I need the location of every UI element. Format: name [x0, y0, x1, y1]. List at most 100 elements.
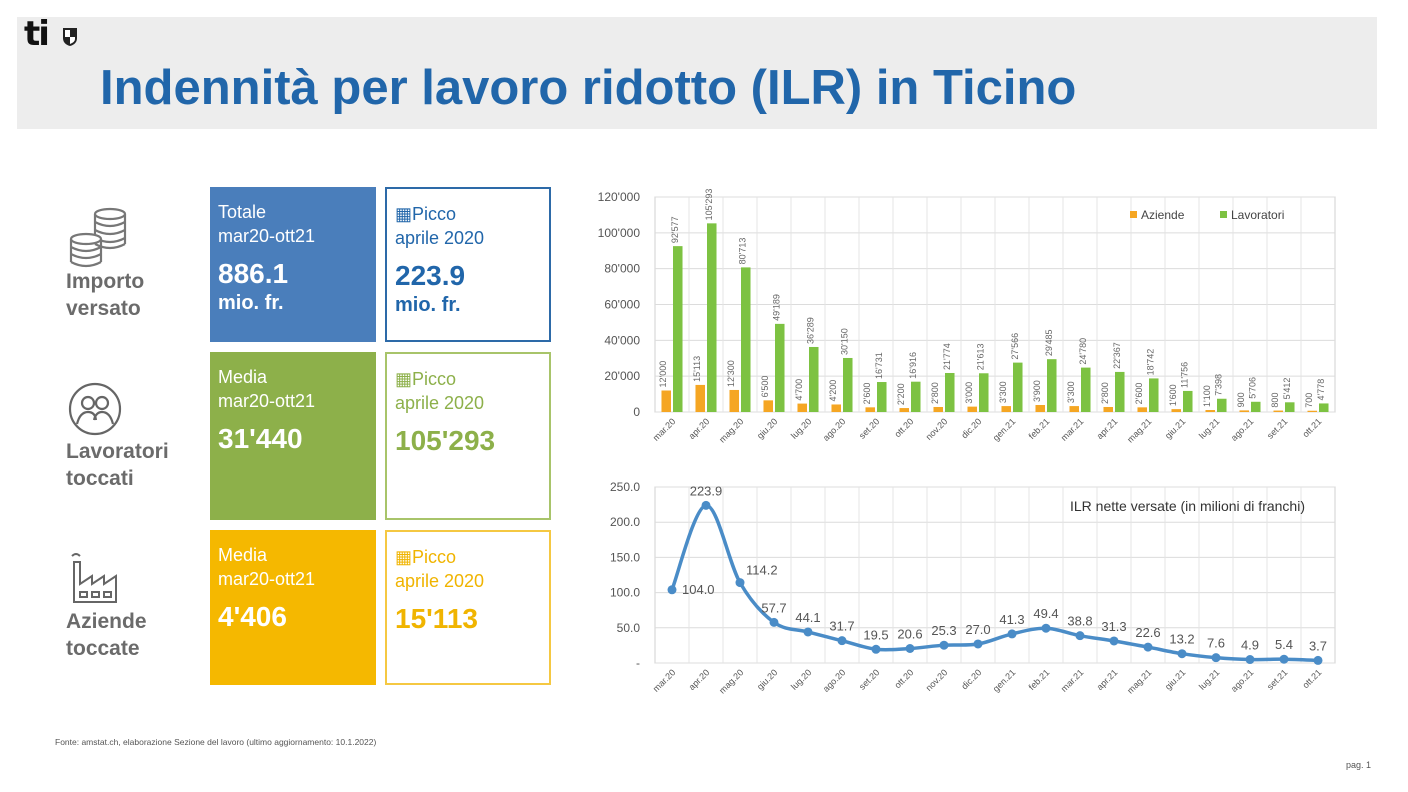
bar-aziende: [1171, 409, 1181, 412]
bar-aziende: [797, 403, 807, 412]
factory-icon: [71, 553, 117, 603]
bar-aziende: [1035, 405, 1045, 412]
bar-aziende: [1205, 410, 1215, 412]
x-tick-label: gen.21: [991, 416, 1018, 443]
data-label: 24'780: [1078, 338, 1088, 365]
bar-lavoratori: [809, 346, 819, 412]
data-point: [667, 585, 677, 595]
x-tick-label: apr.20: [687, 667, 712, 692]
x-tick-label: set.21: [1265, 667, 1289, 691]
chart-title: ILR nette versate (in milioni di franchi…: [1070, 498, 1305, 514]
data-label: 15'113: [692, 356, 702, 382]
bar-lavoratori: [1013, 362, 1023, 412]
data-point: [939, 640, 949, 650]
y-tick-label: 100.0: [610, 586, 640, 600]
data-point: [1245, 655, 1255, 665]
data-label: 22.6: [1135, 625, 1160, 640]
x-tick-label: lug.20: [789, 667, 813, 691]
header-banner: [17, 17, 1377, 129]
data-point: [803, 627, 813, 637]
y-tick-label: 60'000: [604, 298, 640, 312]
x-tick-label: ott.21: [1300, 667, 1323, 690]
source-note: Fonte: amstat.ch, elaborazione Sezione d…: [55, 737, 377, 747]
bar-lavoratori: [1251, 401, 1261, 412]
data-label: 4'778: [1316, 379, 1326, 401]
x-tick-label: feb.21: [1027, 667, 1052, 692]
y-tick-label: 120'000: [598, 190, 641, 204]
data-label: 12'300: [726, 360, 736, 387]
label-importo: Importo versato: [66, 270, 145, 320]
data-label: 80'713: [738, 238, 748, 265]
x-tick-label: giu.20: [755, 667, 779, 691]
data-label: 6'500: [760, 376, 770, 398]
y-tick-label: 100'000: [598, 226, 641, 240]
x-tick-label: lug.21: [1197, 667, 1221, 691]
bar-lavoratori: [1183, 390, 1193, 412]
data-label: 41.3: [999, 612, 1024, 627]
data-label: 5.4: [1275, 637, 1293, 652]
bar-aziende: [1307, 410, 1317, 412]
data-point: [973, 639, 983, 649]
calendar-icon: ▦: [395, 204, 413, 224]
data-label: 900: [1236, 392, 1246, 407]
legend-swatch: [1220, 211, 1227, 218]
page-number: pag. 1: [1346, 760, 1372, 770]
total-box-lavoratori: Media mar20-ott21 31'440: [210, 352, 376, 520]
y-tick-label: 200.0: [610, 515, 640, 529]
bar-aziende: [1137, 407, 1147, 412]
x-tick-label: giu.21: [1163, 416, 1187, 440]
x-tick-label: ott.21: [1300, 416, 1323, 439]
data-label: 3'300: [1066, 381, 1076, 403]
data-label: 223.9: [690, 483, 723, 498]
data-label: 18'742: [1146, 349, 1156, 376]
bar-aziende: [831, 404, 841, 412]
data-label: 92'577: [670, 216, 680, 243]
x-tick-label: ago.20: [821, 667, 848, 694]
data-label: 2'800: [1100, 382, 1110, 404]
legend-entry: Lavoratori: [1231, 208, 1284, 222]
peak-box-importo: ▦Picco aprile 2020 223.9 mio. fr.: [385, 187, 551, 342]
data-label: 4'200: [828, 380, 838, 402]
data-label: 19.5: [863, 627, 888, 642]
y-tick-label: 80'000: [604, 262, 640, 276]
bar-lavoratori: [945, 372, 955, 412]
x-tick-label: set.20: [857, 416, 881, 440]
data-label: 16'916: [908, 352, 918, 379]
page-title: Indennità per lavoro ridotto (ILR) in Ti…: [100, 61, 1077, 115]
workers-icon: [68, 382, 122, 436]
x-tick-label: lug.20: [789, 416, 813, 440]
x-tick-label: giu.20: [755, 416, 779, 440]
data-label: 114.2: [746, 563, 778, 578]
bar-chart: 0 20'000 40'000 60'000 80'000 100'000 120'000 1…: [598, 189, 1336, 445]
data-point: [1211, 653, 1221, 663]
bar-aziende: [899, 408, 909, 412]
y-tick-label: 40'000: [604, 333, 640, 347]
data-point: [1177, 649, 1187, 659]
x-tick-label: dic.20: [959, 667, 983, 691]
data-label: 16'731: [874, 352, 884, 379]
bar-lavoratori: [1217, 398, 1227, 412]
data-label: 700: [1304, 393, 1314, 408]
data-label: 57.7: [761, 600, 786, 615]
calendar-icon: ▦: [395, 547, 413, 567]
y-tick-label: 250.0: [610, 480, 640, 494]
data-label: 3'900: [1032, 380, 1042, 402]
bar-lavoratori: [877, 382, 887, 412]
data-label: 31.7: [829, 619, 854, 634]
bar-aziende: [661, 390, 671, 412]
data-point: [735, 578, 745, 588]
x-tick-label: mar.21: [1059, 667, 1086, 694]
bar-lavoratori: [1047, 359, 1057, 412]
x-tick-label: ago.21: [1229, 667, 1256, 694]
bar-lavoratori: [707, 223, 717, 412]
bar-aziende: [967, 406, 977, 412]
data-label: 20.6: [897, 626, 922, 641]
calendar-icon: ▦: [395, 369, 413, 389]
x-tick-label: giu.21: [1163, 667, 1187, 691]
x-tick-label: nov.20: [924, 416, 950, 442]
x-tick-label: ott.20: [892, 667, 915, 690]
data-label: 49.4: [1033, 606, 1058, 621]
legend-swatch: [1130, 211, 1137, 218]
data-label: 4.9: [1241, 638, 1259, 653]
x-tick-label: gen.21: [991, 667, 1018, 694]
